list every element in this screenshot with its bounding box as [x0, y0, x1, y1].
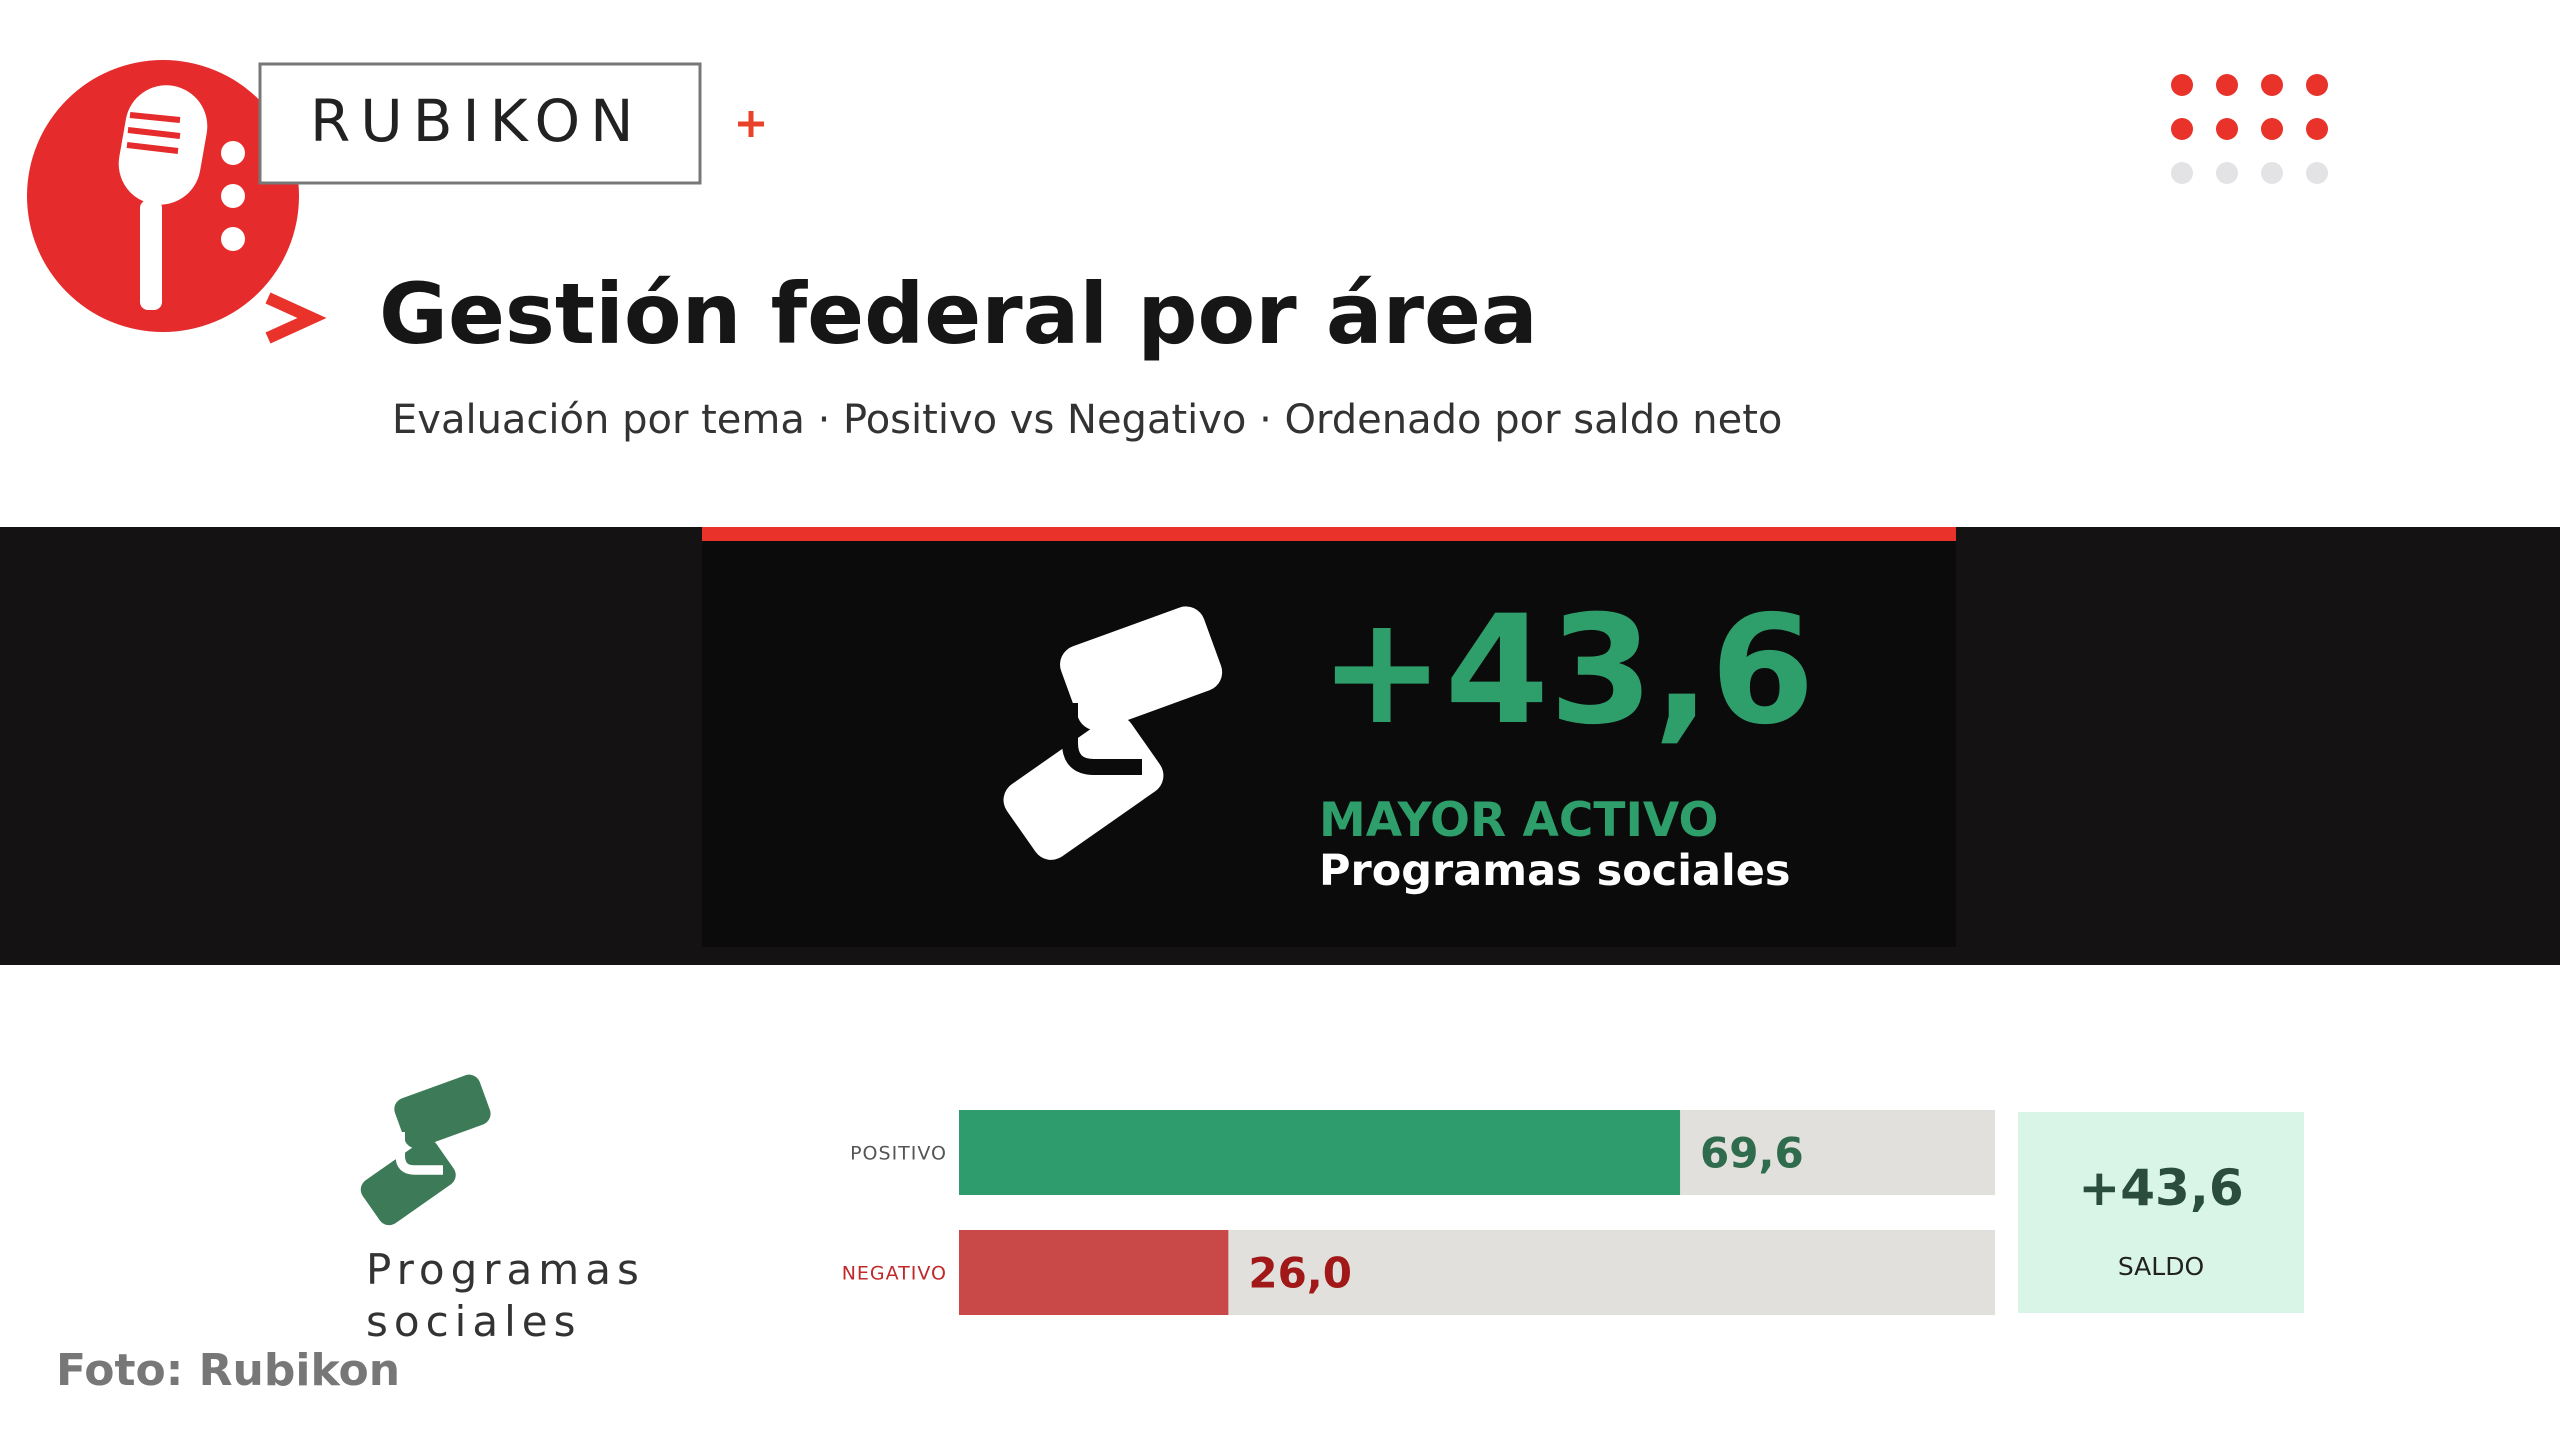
chevron	[265, 292, 327, 344]
highlight-accent	[702, 527, 1956, 541]
category-label: Programas sociales	[366, 1245, 645, 1346]
dot	[2306, 162, 2328, 184]
bar-category: NEGATIVO	[842, 1263, 947, 1285]
dot	[2216, 74, 2238, 96]
value-label: 26,0	[1248, 1249, 1352, 1298]
title: Gestión federal por área	[379, 265, 1538, 363]
highlight-value: +43,6	[1319, 584, 1815, 758]
dot	[2306, 118, 2328, 140]
dots	[2171, 74, 2328, 184]
dot	[2216, 162, 2238, 184]
logo-text: RUBIKON	[310, 87, 644, 155]
dot	[2261, 162, 2283, 184]
subtitle: Evaluación por tema · Positivo vs Negati…	[392, 397, 1782, 443]
highlight-name: Programas sociales	[1319, 846, 1791, 896]
dot	[2306, 74, 2328, 96]
dot	[2216, 118, 2238, 140]
credit: Foto: Rubikon	[56, 1345, 400, 1396]
net-value: +43,6	[2078, 1159, 2243, 1217]
bar	[959, 1230, 1229, 1315]
bar-category: POSITIVO	[850, 1143, 947, 1165]
category-icon	[360, 1074, 491, 1226]
net-box	[2018, 1112, 2304, 1313]
highlight-kicker: MAYOR ACTIVO	[1319, 793, 1718, 848]
logo	[27, 60, 299, 332]
dot	[2171, 74, 2193, 96]
value-label: 69,6	[1700, 1129, 1804, 1178]
highlight-box	[702, 527, 1956, 947]
dot	[2261, 74, 2283, 96]
dot	[2171, 162, 2193, 184]
dot	[2171, 118, 2193, 140]
logo-box	[258, 62, 702, 185]
plus	[738, 111, 764, 137]
handshake-icon	[1003, 606, 1223, 860]
net-label: SALDO	[2118, 1252, 2204, 1281]
bar	[959, 1110, 1681, 1195]
dot	[2261, 118, 2283, 140]
